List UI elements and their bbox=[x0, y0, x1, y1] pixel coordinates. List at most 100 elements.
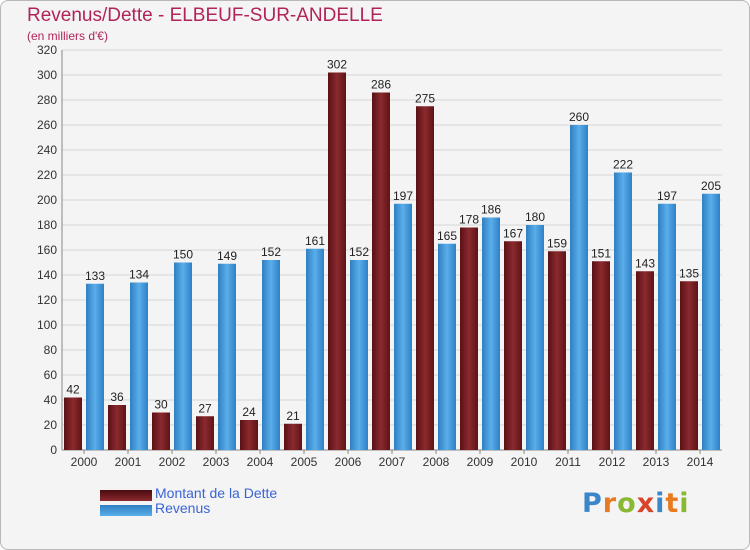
y-tick-label: 60 bbox=[44, 368, 58, 382]
data-label-revenus-2010: 180 bbox=[525, 210, 545, 224]
data-label-revenus-2007: 197 bbox=[393, 189, 413, 203]
data-label-dette-2001: 36 bbox=[110, 390, 124, 404]
data-label-revenus-2000: 133 bbox=[85, 269, 105, 283]
bar-dette-2012 bbox=[592, 261, 610, 450]
y-tick-label: 280 bbox=[37, 93, 57, 107]
x-tick-label: 2005 bbox=[291, 455, 318, 469]
data-label-dette-2013: 143 bbox=[635, 256, 655, 270]
legend-swatch-dette bbox=[100, 490, 152, 501]
data-label-revenus-2008: 165 bbox=[437, 229, 457, 243]
proxiti-logo: Proxiti bbox=[582, 488, 690, 519]
bar-revenus-2014 bbox=[702, 193, 720, 450]
data-label-revenus-2006: 152 bbox=[349, 245, 369, 259]
x-tick-label: 2013 bbox=[643, 455, 670, 469]
y-tick-label: 220 bbox=[37, 168, 57, 182]
data-label-dette-2012: 151 bbox=[591, 246, 611, 260]
bar-dette-2014 bbox=[680, 281, 698, 450]
data-label-revenus-2005: 161 bbox=[305, 234, 325, 248]
y-tick-label: 300 bbox=[37, 68, 57, 82]
y-tick-label: 0 bbox=[50, 443, 57, 457]
bar-dette-2005 bbox=[284, 423, 302, 450]
x-tick-label: 2001 bbox=[115, 455, 142, 469]
x-tick-label: 2008 bbox=[423, 455, 450, 469]
bar-dette-2001 bbox=[108, 405, 126, 450]
y-tick-label: 240 bbox=[37, 143, 57, 157]
y-tick-label: 320 bbox=[37, 43, 57, 57]
data-label-dette-2014: 135 bbox=[679, 266, 699, 280]
data-label-dette-2007: 286 bbox=[371, 78, 391, 92]
data-label-dette-2008: 275 bbox=[415, 91, 435, 105]
data-label-dette-2002: 30 bbox=[154, 398, 168, 412]
data-label-dette-2003: 27 bbox=[198, 401, 212, 415]
bar-dette-2009 bbox=[460, 227, 478, 450]
data-label-dette-2011: 159 bbox=[547, 236, 567, 250]
data-label-dette-2006: 302 bbox=[327, 58, 347, 72]
bar-revenus-2006 bbox=[350, 260, 368, 450]
x-tick-label: 2010 bbox=[511, 455, 538, 469]
bar-revenus-2001 bbox=[130, 282, 148, 450]
bar-dette-2004 bbox=[240, 420, 258, 450]
bar-dette-2002 bbox=[152, 412, 170, 450]
x-tick-label: 2007 bbox=[379, 455, 406, 469]
data-label-dette-2004: 24 bbox=[242, 405, 256, 419]
y-tick-label: 100 bbox=[37, 318, 57, 332]
x-tick-label: 2002 bbox=[159, 455, 186, 469]
bar-dette-2003 bbox=[196, 416, 214, 450]
y-tick-label: 20 bbox=[44, 418, 58, 432]
bar-dette-2000 bbox=[64, 397, 82, 450]
data-label-revenus-2009: 186 bbox=[481, 203, 501, 217]
x-tick-label: 2003 bbox=[203, 455, 230, 469]
x-tick-label: 2006 bbox=[335, 455, 362, 469]
y-tick-label: 260 bbox=[37, 118, 57, 132]
bar-revenus-2004 bbox=[262, 260, 280, 450]
bar-revenus-2008 bbox=[438, 243, 456, 450]
bar-dette-2013 bbox=[636, 271, 654, 450]
data-label-revenus-2014: 205 bbox=[701, 179, 721, 193]
data-label-revenus-2013: 197 bbox=[657, 189, 677, 203]
data-label-dette-2000: 42 bbox=[66, 383, 80, 397]
y-tick-label: 40 bbox=[44, 393, 58, 407]
y-tick-label: 160 bbox=[37, 243, 57, 257]
bar-dette-2007 bbox=[372, 92, 390, 450]
legend-swatch-revenus bbox=[100, 505, 152, 516]
bar-dette-2011 bbox=[548, 251, 566, 450]
y-tick-label: 180 bbox=[37, 218, 57, 232]
labels: 0 20 40 60 80 100 120 140 160 180 200 220 240 260 280 3… bbox=[37, 43, 721, 469]
data-label-revenus-2002: 150 bbox=[173, 248, 193, 262]
data-label-dette-2009: 178 bbox=[459, 213, 479, 227]
data-label-revenus-2001: 134 bbox=[129, 268, 149, 282]
bar-revenus-2002 bbox=[174, 262, 192, 450]
y-tick-label: 140 bbox=[37, 268, 57, 282]
bar-revenus-2003 bbox=[218, 263, 236, 450]
bar-dette-2006 bbox=[328, 72, 346, 450]
x-tick-label: 2012 bbox=[599, 455, 626, 469]
data-label-revenus-2012: 222 bbox=[613, 158, 633, 172]
bar-revenus-2009 bbox=[482, 217, 500, 450]
y-tick-label: 200 bbox=[37, 193, 57, 207]
bars bbox=[64, 72, 720, 450]
x-tick-label: 2014 bbox=[687, 455, 714, 469]
data-label-dette-2005: 21 bbox=[286, 409, 300, 423]
y-tick-label: 120 bbox=[37, 293, 57, 307]
data-label-revenus-2004: 152 bbox=[261, 245, 281, 259]
data-label-revenus-2003: 149 bbox=[217, 249, 237, 263]
x-tick-label: 2011 bbox=[555, 455, 581, 469]
legend-label-dette: Montant de la Dette bbox=[155, 485, 278, 501]
data-label-revenus-2011: 260 bbox=[569, 110, 589, 124]
bar-revenus-2000 bbox=[86, 283, 104, 450]
bar-dette-2008 bbox=[416, 106, 434, 450]
data-label-dette-2010: 167 bbox=[503, 226, 523, 240]
bar-revenus-2011 bbox=[570, 125, 588, 450]
bar-revenus-2005 bbox=[306, 248, 324, 450]
bar-revenus-2012 bbox=[614, 172, 632, 450]
legend-label-revenus: Revenus bbox=[155, 500, 211, 516]
bar-dette-2010 bbox=[504, 241, 522, 450]
y-tick-label: 80 bbox=[44, 343, 58, 357]
x-tick-label: 2009 bbox=[467, 455, 494, 469]
x-tick-label: 2004 bbox=[247, 455, 274, 469]
x-tick-label: 2000 bbox=[71, 455, 98, 469]
bar-revenus-2013 bbox=[658, 203, 676, 450]
bar-revenus-2007 bbox=[394, 203, 412, 450]
chart-subtitle: (en milliers d'€) bbox=[27, 29, 108, 43]
